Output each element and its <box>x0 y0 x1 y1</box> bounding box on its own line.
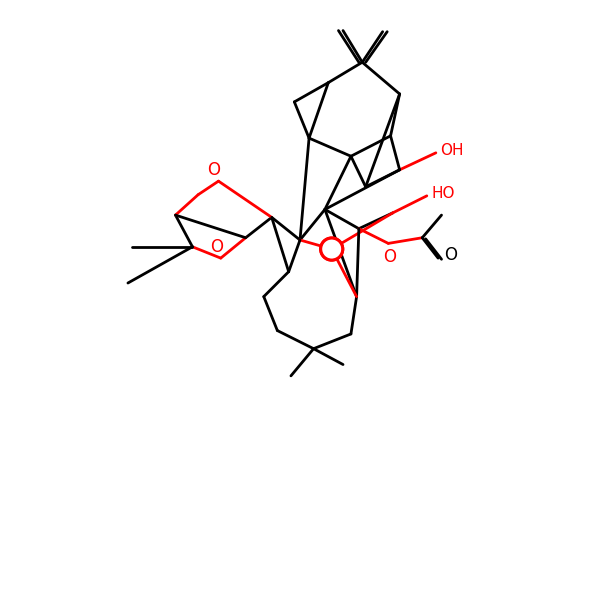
Circle shape <box>320 238 343 260</box>
Text: O: O <box>444 246 457 264</box>
Text: O: O <box>208 161 220 179</box>
Text: O: O <box>210 238 223 256</box>
Text: OH: OH <box>440 143 464 158</box>
Text: HO: HO <box>431 186 455 201</box>
Text: O: O <box>383 248 396 266</box>
Circle shape <box>322 239 342 259</box>
